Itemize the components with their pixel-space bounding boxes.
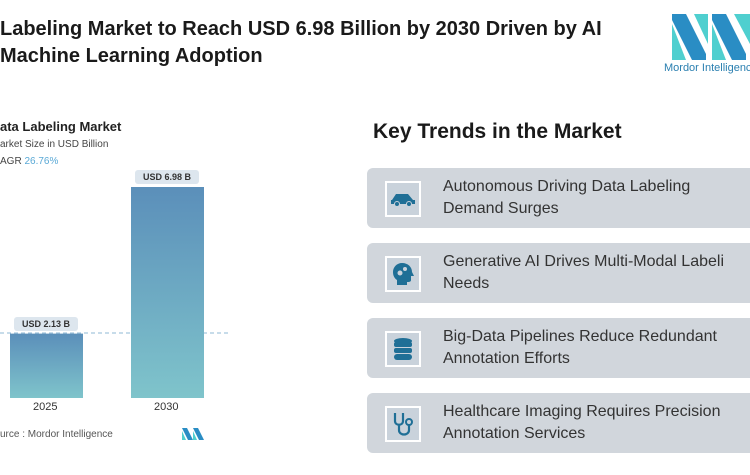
trend-card: Big-Data Pipelines Reduce Redundant Annot…	[367, 318, 750, 378]
bar-chart	[0, 187, 230, 398]
chart-subtitle: arket Size in USD Billion	[0, 139, 109, 150]
trend-text: Healthcare Imaging Requires Precision Ann…	[443, 401, 720, 445]
trend-line-1: Healthcare Imaging Requires Precision	[443, 403, 721, 420]
database-icon	[385, 331, 421, 367]
trend-line-1: Big-Data Pipelines Reduce Redundant	[443, 328, 717, 345]
trend-card: Autonomous Driving Data Labeling Demand S…	[367, 168, 750, 228]
cagr-label: AGR	[0, 156, 22, 167]
trend-line-2: Demand Surges	[443, 200, 559, 217]
trend-line-2: Needs	[443, 275, 490, 292]
trend-line-2: Annotation Efforts	[443, 350, 570, 367]
cagr-value: 26.76%	[24, 156, 59, 167]
bar-2025	[10, 333, 83, 398]
title-line-1: Labeling Market to Reach USD 6.98 Billio…	[0, 18, 602, 40]
trend-line-1: Generative AI Drives Multi-Modal Labeli	[443, 253, 725, 270]
chart-title: ata Labeling Market	[0, 119, 122, 134]
mordor-small-logo-icon	[182, 428, 204, 440]
mordor-logo-icon	[672, 14, 750, 60]
page-title: Labeling Market to Reach USD 6.98 Billio…	[0, 16, 602, 70]
car-icon	[385, 181, 421, 217]
chart-source: urce : Mordor Intelligence	[0, 429, 113, 440]
trend-card: Generative AI Drives Multi-Modal Labeli N…	[367, 243, 750, 303]
title-line-2: Machine Learning Adoption	[0, 45, 263, 67]
trend-card: Healthcare Imaging Requires Precision Ann…	[367, 393, 750, 453]
bar-2030	[131, 187, 204, 398]
chart-cagr: AGR 26.76%	[0, 156, 58, 167]
brain-gears-icon	[385, 256, 421, 292]
x-tick-label: 2030	[154, 401, 179, 413]
stethoscope-icon	[385, 406, 421, 442]
value-label: USD 6.98 B	[135, 170, 200, 184]
trend-text: Autonomous Driving Data Labeling Demand S…	[443, 176, 690, 220]
trend-text: Big-Data Pipelines Reduce Redundant Annot…	[443, 326, 717, 370]
value-label: USD 2.13 B	[14, 316, 79, 331]
trend-line-2: Annotation Services	[443, 425, 586, 442]
trends-title: Key Trends in the Market	[373, 120, 622, 143]
trend-line-1: Autonomous Driving Data Labeling	[443, 178, 691, 195]
logo-text: Mordor Intelligence	[664, 62, 750, 74]
x-tick-label: 2025	[33, 401, 58, 413]
trend-text: Generative AI Drives Multi-Modal Labeli N…	[443, 251, 724, 295]
